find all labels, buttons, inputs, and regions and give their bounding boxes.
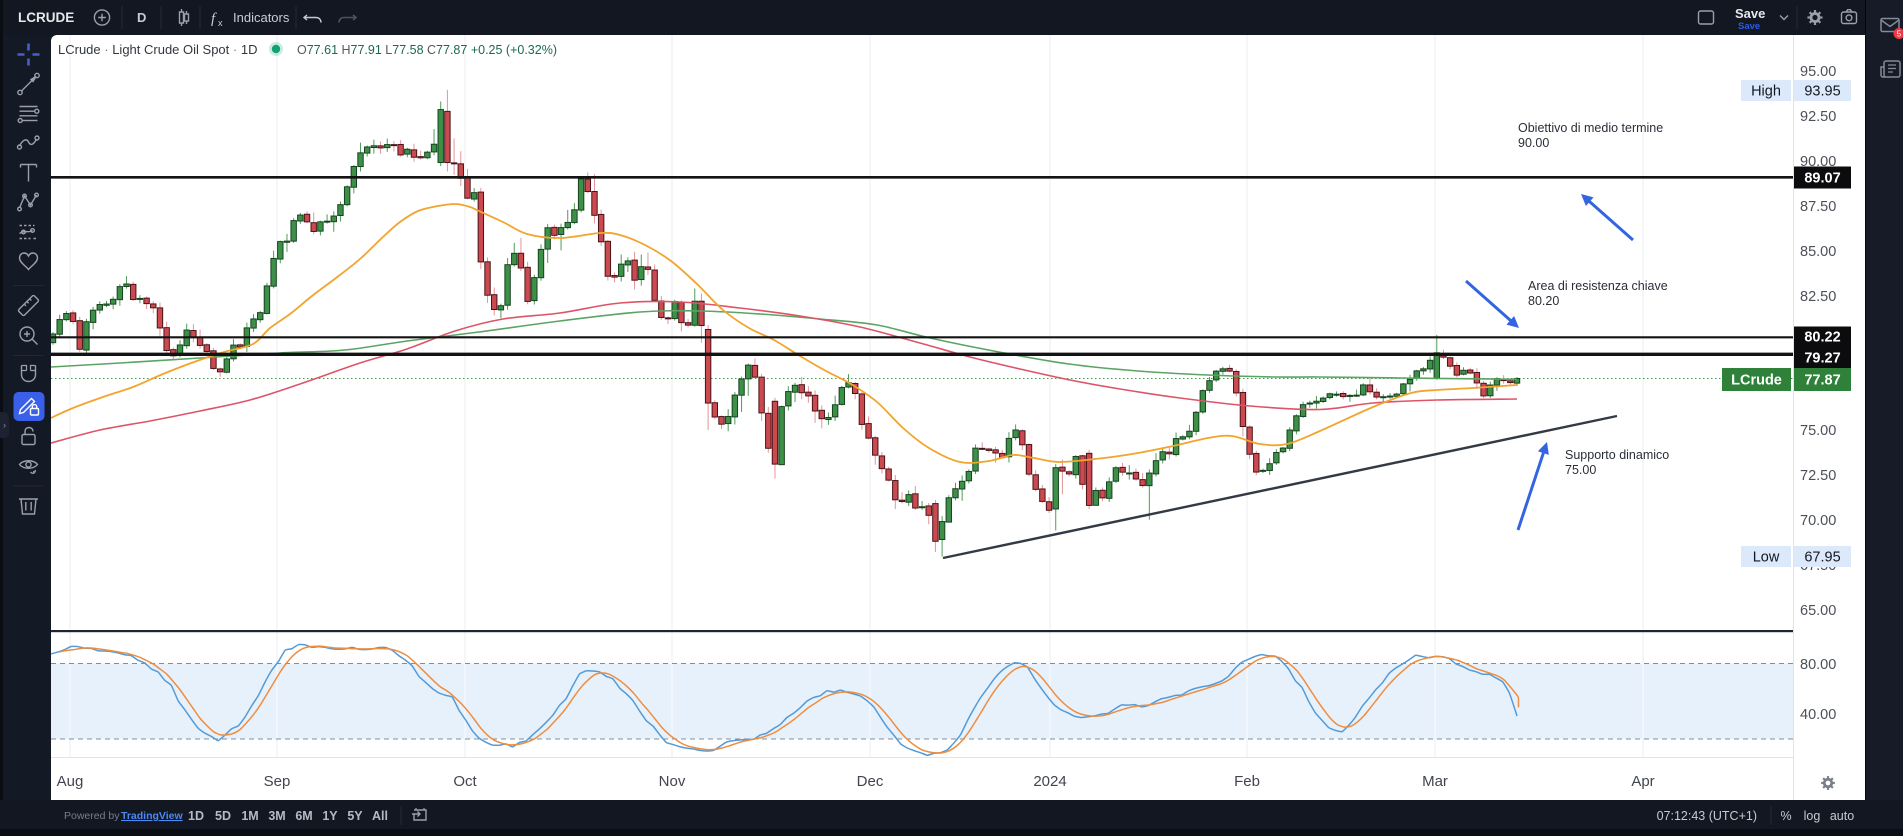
- svg-text:Low: Low: [1753, 550, 1780, 566]
- svg-text:Nov: Nov: [659, 773, 686, 790]
- svg-text:80.20: 80.20: [1528, 294, 1559, 308]
- svg-text:87.50: 87.50: [1800, 199, 1836, 215]
- svg-text:80.22: 80.22: [1804, 330, 1840, 346]
- svg-text:Save: Save: [1735, 6, 1765, 21]
- svg-text:85.00: 85.00: [1800, 244, 1836, 260]
- svg-text:Indicators: Indicators: [233, 10, 290, 25]
- svg-text:07:12:43 (UTC+1): 07:12:43 (UTC+1): [1657, 809, 1757, 823]
- svg-text:1Y: 1Y: [322, 809, 338, 823]
- svg-text:auto: auto: [1830, 809, 1854, 823]
- svg-text:Mar: Mar: [1422, 773, 1448, 790]
- svg-text:Aug: Aug: [57, 773, 84, 790]
- svg-text:95.00: 95.00: [1800, 64, 1836, 80]
- svg-text:65.00: 65.00: [1800, 603, 1836, 619]
- svg-text:Sep: Sep: [264, 773, 291, 790]
- svg-text:f: f: [211, 11, 217, 27]
- svg-text:Dec: Dec: [857, 773, 884, 790]
- svg-text:log: log: [1804, 809, 1821, 823]
- svg-text:Obiettivo di medio termine: Obiettivo di medio termine: [1518, 121, 1663, 135]
- svg-text:All: All: [372, 809, 388, 823]
- svg-text:1M: 1M: [241, 809, 258, 823]
- svg-text:%: %: [1780, 809, 1791, 823]
- svg-text:Supporto dinamico: Supporto dinamico: [1565, 448, 1669, 462]
- svg-text:O77.61 H77.91 L77.58 C77.87 +0: O77.61 H77.91 L77.58 C77.87 +0.25 (+0.32…: [297, 43, 557, 57]
- svg-text:79.27: 79.27: [1804, 350, 1840, 366]
- svg-text:LCRUDE: LCRUDE: [18, 10, 74, 25]
- svg-text:Apr: Apr: [1631, 773, 1654, 790]
- svg-text:High: High: [1751, 84, 1781, 100]
- svg-text:70.00: 70.00: [1800, 513, 1836, 529]
- svg-text:82.50: 82.50: [1800, 289, 1836, 305]
- svg-text:TradingView: TradingView: [121, 810, 183, 822]
- svg-text:LCrude: LCrude: [1731, 373, 1782, 389]
- svg-text:Save: Save: [1738, 21, 1760, 32]
- svg-text:93.95: 93.95: [1804, 84, 1840, 100]
- svg-text:90.00: 90.00: [1518, 136, 1549, 150]
- svg-text:92.50: 92.50: [1800, 109, 1836, 125]
- svg-text:89.07: 89.07: [1804, 171, 1840, 187]
- svg-text:LCrude · Light Crude Oil Spot: LCrude · Light Crude Oil Spot · 1D: [58, 42, 257, 57]
- svg-text:75.00: 75.00: [1565, 463, 1596, 477]
- svg-text:Oct: Oct: [453, 773, 477, 790]
- svg-text:Feb: Feb: [1234, 773, 1260, 790]
- svg-text:6M: 6M: [295, 809, 312, 823]
- svg-text:D: D: [137, 10, 146, 25]
- svg-text:67.95: 67.95: [1804, 550, 1840, 566]
- svg-text:72.50: 72.50: [1800, 468, 1836, 484]
- svg-text:x: x: [218, 18, 223, 28]
- svg-text:75.00: 75.00: [1800, 423, 1836, 439]
- svg-text:1D: 1D: [188, 809, 204, 823]
- svg-text:Area di resistenza chiave: Area di resistenza chiave: [1528, 279, 1668, 293]
- svg-text:5: 5: [1897, 30, 1902, 39]
- svg-text:90.00: 90.00: [1800, 154, 1836, 170]
- svg-text:5Y: 5Y: [347, 809, 363, 823]
- svg-text:2024: 2024: [1033, 773, 1066, 790]
- svg-text:80.00: 80.00: [1800, 657, 1836, 673]
- svg-text:Powered by: Powered by: [64, 810, 120, 822]
- svg-text:40.00: 40.00: [1800, 707, 1836, 723]
- svg-text:5D: 5D: [215, 809, 231, 823]
- svg-text:77.87: 77.87: [1804, 373, 1840, 389]
- svg-text:3M: 3M: [268, 809, 285, 823]
